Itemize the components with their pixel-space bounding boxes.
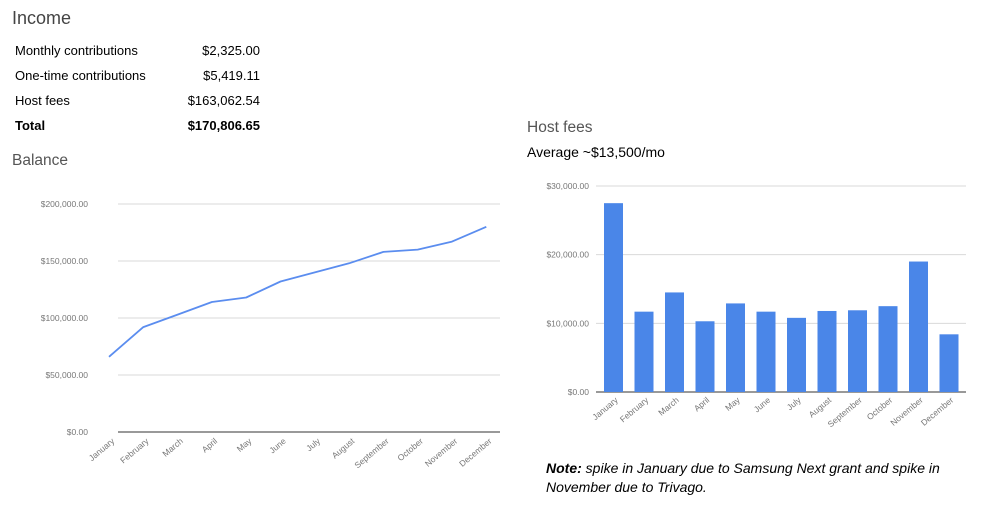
income-row-one-time: One-time contributions $5,419.11: [15, 63, 260, 88]
x-tick-label: September: [825, 395, 863, 429]
y-tick-label: $20,000.00: [546, 250, 589, 260]
host-fees-bar: [939, 334, 959, 392]
note-text: spike in January due to Samsung Next gra…: [546, 460, 940, 495]
x-tick-label: November: [888, 395, 925, 428]
x-tick-label: April: [692, 395, 712, 414]
host-fees-bar: [726, 303, 745, 392]
x-tick-label: July: [785, 394, 804, 412]
chart-note: Note: spike in January due to Samsung Ne…: [546, 459, 966, 497]
income-row-total: Total $170,806.65: [15, 113, 260, 138]
x-tick-label: March: [656, 395, 681, 418]
income-row-host-fees: Host fees $163,062.54: [15, 88, 260, 113]
host-fees-bar: [634, 311, 654, 392]
balance-line: [108, 225, 487, 358]
income-row-value: $5,419.11: [203, 68, 260, 83]
x-tick-label: August: [807, 394, 834, 419]
income-row-label: Total: [15, 118, 46, 133]
host-fees-bar: [695, 321, 715, 392]
note-label: Note:: [546, 460, 582, 476]
income-row-label: Host fees: [15, 93, 70, 108]
host-fees-bar: [665, 292, 684, 392]
host-fees-bar: [787, 317, 806, 392]
y-tick-label: $10,000.00: [546, 318, 589, 328]
balance-chart-title: Balance: [12, 152, 69, 169]
income-row-label: Monthly contributions: [15, 43, 138, 58]
income-row-monthly: Monthly contributions $2,325.00: [15, 38, 260, 63]
x-tick-label: January: [590, 394, 620, 422]
income-row-value: $2,325.00: [202, 43, 260, 58]
x-tick-label: December: [919, 395, 956, 428]
y-tick-label: $50,000.00: [45, 370, 88, 380]
y-tick-label: $0.00: [568, 387, 590, 397]
y-tick-label: $200,000.00: [41, 199, 89, 209]
y-tick-label: $100,000.00: [41, 313, 89, 323]
host-fees-chart-title: Host fees: [527, 119, 593, 136]
income-row-value: $170,806.65: [187, 118, 260, 133]
x-tick-label: June: [752, 395, 773, 415]
x-tick-label: February: [618, 394, 651, 424]
income-table: Monthly contributions $2,325.00 One-time…: [15, 38, 260, 138]
host-fees-bar: [604, 203, 623, 392]
income-row-value: $163,062.54: [187, 93, 260, 108]
y-tick-label: $150,000.00: [41, 256, 89, 266]
y-tick-label: $30,000.00: [546, 181, 589, 191]
income-row-label: One-time contributions: [15, 68, 146, 83]
x-tick-label: May: [723, 394, 742, 412]
host-fees-bar: [878, 306, 898, 392]
host-fees-bar: [848, 310, 867, 392]
host-fees-bar: [756, 311, 776, 392]
income-title: Income: [12, 8, 72, 28]
y-tick-label: $0.00: [67, 427, 89, 437]
host-fees-bar: [909, 261, 928, 392]
host-fees-chart-subtitle: Average ~$13,500/mo: [527, 144, 665, 160]
host-fees-bar: [817, 310, 837, 392]
